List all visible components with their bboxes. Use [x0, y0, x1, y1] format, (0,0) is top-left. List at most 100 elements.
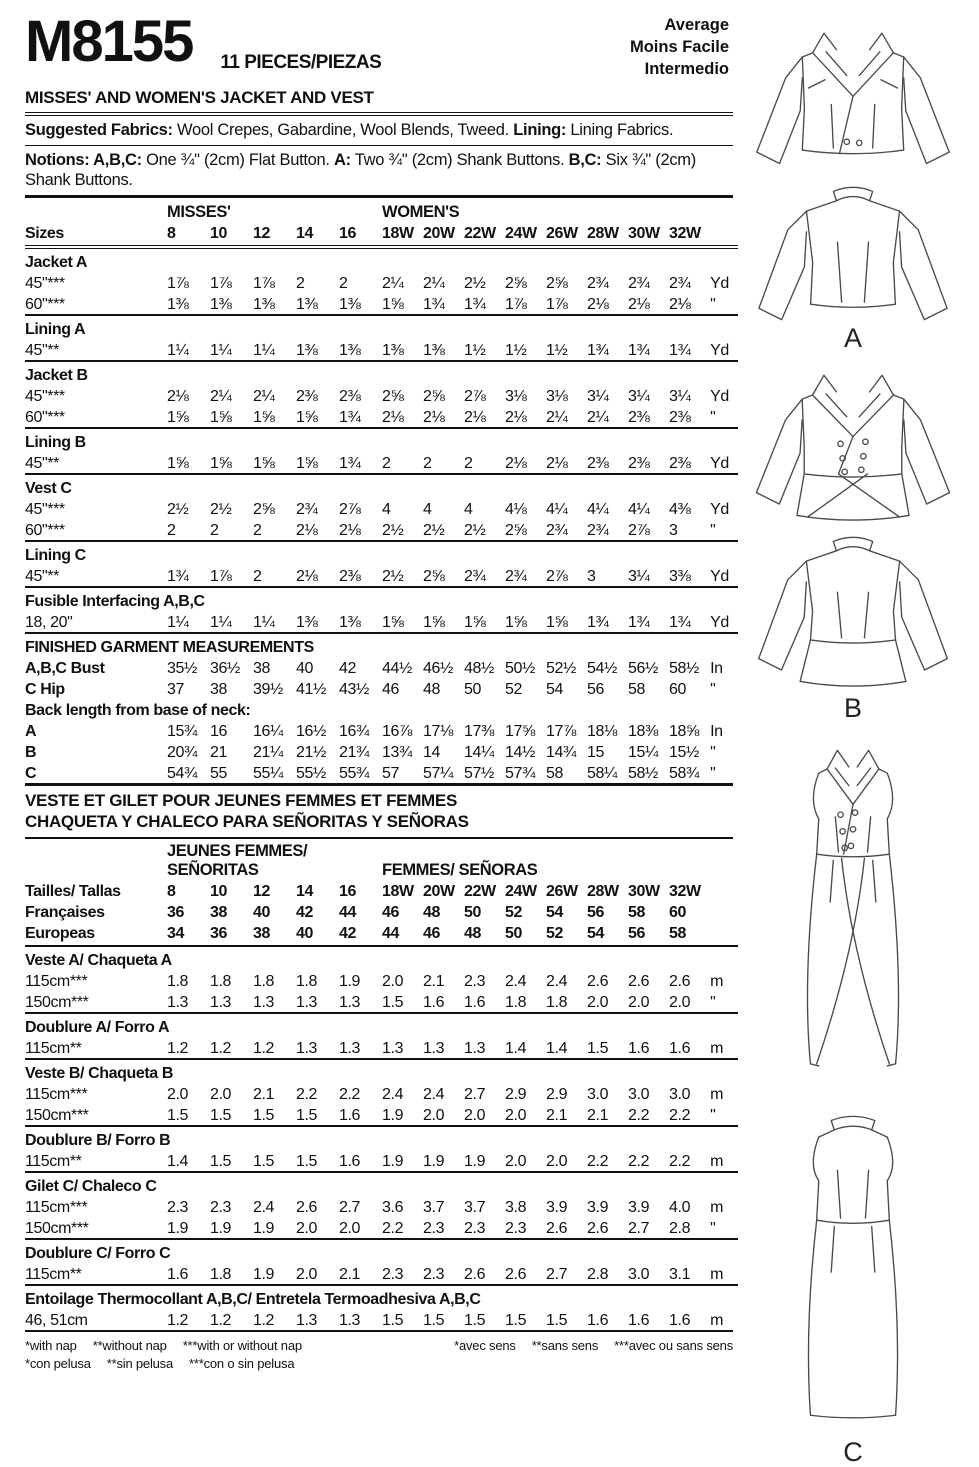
table-row: 18, 20" 1¼ 1¼ 1¼ 1⅜ 1⅜ 1⅝ 1⅝ 1⅝ 1⅝ 1⅝ 1¾ 1¾ 1¾ Yd: [25, 611, 738, 633]
value-cell: 1.6: [167, 1266, 189, 1283]
footnote-item: **sans sens: [531, 1338, 599, 1353]
unit-cell: m: [710, 1312, 724, 1329]
value-cell: 15¼: [628, 744, 658, 761]
metric-section-heading: VESTE ET GILET POUR JEUNES FEMMES ET FEM…: [25, 791, 469, 831]
size-value-cell: 50: [505, 922, 547, 947]
value-cell: 1⅜: [296, 614, 318, 631]
size-value-cell: 30W: [628, 883, 660, 900]
value-cell: 39½: [253, 681, 283, 698]
footnote-item: *avec sens: [454, 1338, 516, 1353]
value-cell: 55½: [296, 765, 326, 782]
size-value-cell: 42: [296, 904, 313, 921]
value-cell: 2⅜: [339, 568, 361, 585]
value-cell: 2.1: [423, 973, 445, 990]
section-title-row: FINISHED GARMENT MEASUREMENTS: [25, 632, 739, 657]
section-title-cell: Vest C: [25, 473, 739, 498]
value-cell: 4: [382, 501, 391, 518]
value-cell: 57: [382, 765, 400, 782]
value-cell: 1.8: [296, 973, 318, 990]
row-label-cell: 60"***: [25, 522, 65, 539]
value-cell: 2.0: [464, 1107, 486, 1124]
value-cell: 2⅝: [505, 275, 527, 292]
value-cell: 1⅝: [423, 614, 445, 631]
value-cell: 2.6: [546, 1220, 568, 1237]
value-cell: 1.6: [669, 1040, 691, 1057]
value-cell: 38: [253, 660, 270, 677]
value-cell: 2: [339, 275, 348, 292]
value-cell: 4: [423, 501, 432, 518]
unit-cell: Yd: [710, 388, 729, 405]
row-label-cell: 45"***: [25, 275, 65, 292]
group-header-cell: FEMMES/ SEÑORAS: [382, 861, 538, 879]
value-cell: 1⅞: [210, 568, 232, 585]
value-cell: 1.2: [210, 1040, 232, 1057]
unit-cell: ": [710, 744, 716, 761]
value-cell: 14¾: [546, 744, 576, 761]
group-header-cell: JEUNES FEMMES/SEÑORITAS: [167, 842, 308, 879]
value-cell: 2⅛: [669, 296, 691, 313]
value-cell: 1.9: [167, 1220, 189, 1237]
section-title-cell: Doublure A/ Forro A: [25, 1012, 739, 1037]
section-title-row: Lining A: [25, 314, 739, 339]
size-header-row: Sizes 8 10 12 14 16 18W 20W 22W 24W 26W 28W 30W 32W: [25, 222, 739, 249]
table-row: 115cm** 1.4 1.5 1.5 1.5 1.6 1.9 1.9 1.9 2.0 2.0 2.2…: [25, 1150, 738, 1172]
value-cell: 1.5: [587, 1040, 609, 1057]
value-cell: 60: [669, 681, 687, 698]
section-title-cell: Doublure B/ Forro B: [25, 1125, 739, 1150]
value-cell: 3.9: [587, 1199, 609, 1216]
value-cell: 2.4: [546, 973, 568, 990]
notions-line: Notions: A,B,C: One ¾" (2cm) Flat Button…: [25, 151, 696, 189]
row-label-cell: C Hip: [25, 681, 65, 698]
value-cell: 3⅛: [505, 388, 527, 405]
value-cell: 1⅝: [253, 409, 275, 426]
value-cell: 2⅛: [505, 455, 527, 472]
value-cell: 2¾: [587, 275, 609, 292]
unit-cell: Yd: [710, 455, 729, 472]
value-cell: 1¾: [339, 455, 361, 472]
value-cell: 3.8: [505, 1199, 527, 1216]
value-cell: 16¾: [339, 723, 369, 740]
value-cell: 2.3: [464, 1220, 486, 1237]
value-cell: 2.0: [296, 1266, 318, 1283]
value-cell: 2¾: [546, 522, 568, 539]
section-title-row: Lining C: [25, 540, 739, 565]
value-cell: 57¾: [505, 765, 535, 782]
group-header-cell: WOMEN'S: [382, 203, 460, 221]
unit-cell: m: [710, 1086, 724, 1103]
value-cell: 2.0: [669, 994, 691, 1011]
value-cell: 2.3: [464, 973, 486, 990]
value-cell: 1.2: [253, 1312, 275, 1329]
row-label-cell: 45"**: [25, 568, 59, 585]
value-cell: 2⅝: [253, 501, 275, 518]
value-cell: 17⅞: [546, 723, 576, 740]
section-title-cell: Jacket A: [25, 254, 88, 271]
value-cell: 4: [464, 501, 473, 518]
value-cell: 21½: [296, 744, 326, 761]
value-cell: 2.0: [546, 1153, 568, 1170]
value-cell: 3.9: [628, 1199, 650, 1216]
value-cell: 48½: [464, 660, 494, 677]
pieces-count: 11 PIECES/PIEZAS: [220, 52, 382, 73]
value-cell: 2.0: [210, 1086, 232, 1103]
table-row: 60"*** 1⅝ 1⅝ 1⅝ 1⅝ 1¾ 2⅛ 2⅛ 2⅛ 2⅛ 2¼ 2¼ 2⅜ 2⅜ ": [25, 406, 738, 428]
divider: [25, 1330, 733, 1332]
size-value-cell: 24W: [505, 222, 547, 249]
size-value-cell: 10: [210, 222, 253, 249]
value-cell: 1.3: [464, 1040, 486, 1057]
value-cell: 1¾: [464, 296, 486, 313]
value-cell: 37: [167, 681, 184, 698]
value-cell: 1.8: [253, 973, 275, 990]
pattern-number: M8155: [25, 9, 194, 74]
value-cell: 2.3: [382, 1266, 404, 1283]
table-row: 115cm** 1.6 1.8 1.9 2.0 2.1 2.3 2.3 2.6 2.6 2.7 2.8…: [25, 1263, 738, 1285]
table-row: 150cm*** 1.3 1.3 1.3 1.3 1.3 1.5 1.6 1.6 1.8 1.8 2.…: [25, 991, 738, 1013]
value-cell: 2⅜: [296, 388, 318, 405]
value-cell: 3.1: [669, 1266, 691, 1283]
value-cell: 2⅛: [339, 522, 361, 539]
value-cell: 3⅜: [669, 568, 691, 585]
value-cell: 1.6: [628, 1040, 650, 1057]
value-cell: 1.5: [423, 1312, 445, 1329]
table-row: 45"** 1⅝ 1⅝ 1⅝ 1⅝ 1¾ 2 2 2 2⅛ 2⅛ 2⅜ 2⅜ 2⅜ Yd: [25, 452, 738, 474]
size-value-cell: 54: [587, 922, 629, 947]
value-cell: 2.1: [253, 1086, 275, 1103]
